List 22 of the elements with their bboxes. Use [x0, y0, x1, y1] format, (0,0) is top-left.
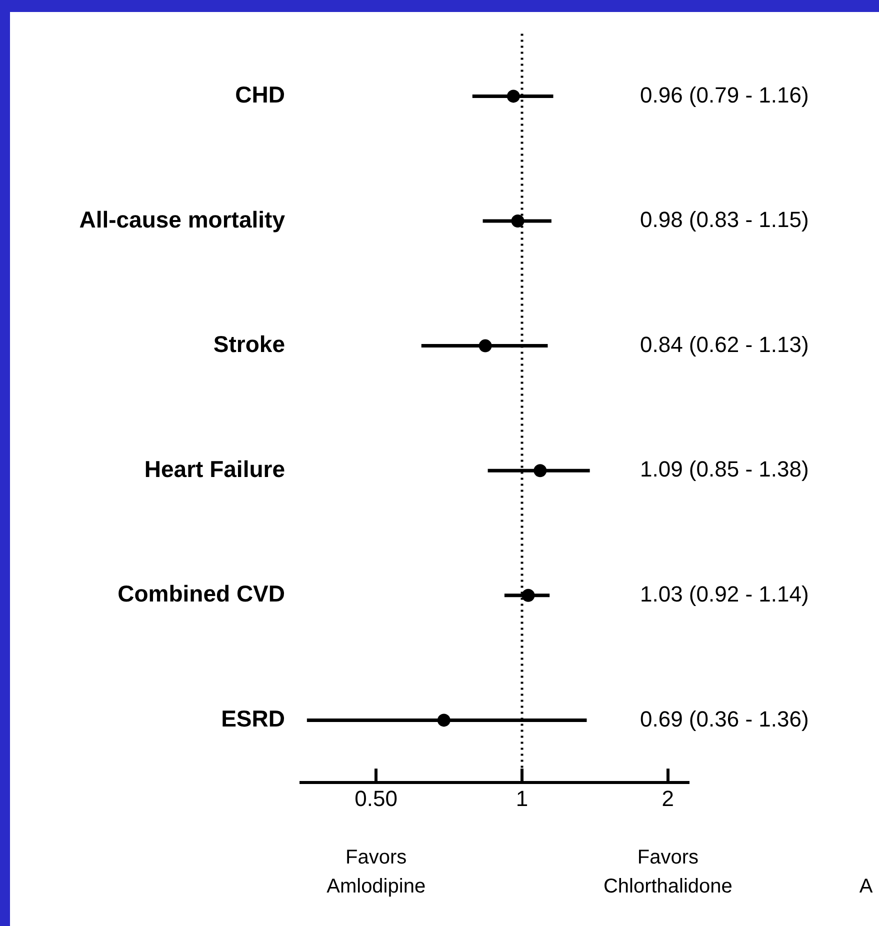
- data-label: 0.96 (0.79 - 1.16): [640, 82, 809, 108]
- data-label: 0.69 (0.36 - 1.36): [640, 706, 809, 732]
- text: Favors Chlorthalidone: [603, 846, 732, 898]
- text: A: [859, 876, 874, 898]
- data-label: 0.84 (0.62 - 1.13): [640, 332, 809, 357]
- y-tick-label: All-cause mortality: [79, 206, 286, 232]
- data-label: 0.98 (0.83 - 1.15): [640, 207, 809, 232]
- point: [478, 339, 492, 352]
- x-tick-label: 1: [516, 786, 528, 811]
- data-label: 1.03 (0.92 - 1.14): [640, 581, 809, 606]
- x-tick-label: 2: [662, 786, 674, 811]
- y-tick-label: CHD: [235, 82, 285, 108]
- y-tick-label: ESRD: [221, 706, 285, 732]
- y-tick-label: Heart Failure: [144, 456, 285, 482]
- point: [506, 90, 520, 103]
- y-tick-label: Stroke: [213, 331, 285, 358]
- point: [511, 214, 524, 228]
- data-label: 1.09 (0.85 - 1.38): [640, 456, 809, 482]
- y-tick-label: Combined CVD: [118, 580, 285, 607]
- text: Favors Amlodipine: [326, 846, 426, 898]
- point: [522, 588, 535, 602]
- x-tick-label: 0.50: [354, 786, 398, 811]
